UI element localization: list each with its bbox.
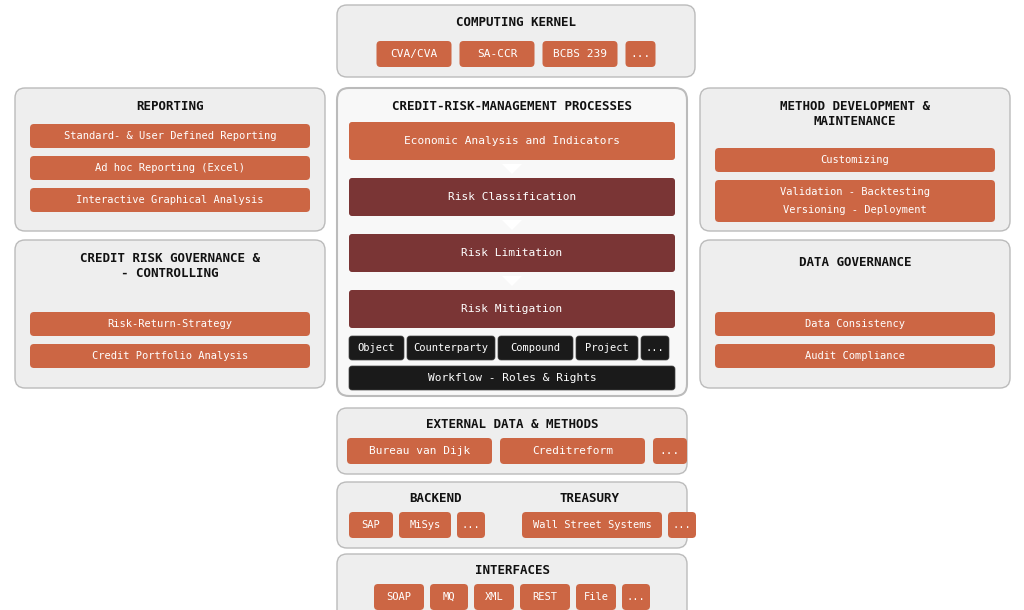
- FancyBboxPatch shape: [399, 512, 451, 538]
- FancyBboxPatch shape: [30, 312, 310, 336]
- FancyBboxPatch shape: [30, 344, 310, 368]
- FancyBboxPatch shape: [349, 234, 675, 272]
- FancyBboxPatch shape: [500, 438, 645, 464]
- FancyBboxPatch shape: [337, 5, 695, 77]
- Text: INTERFACES: INTERFACES: [474, 564, 550, 576]
- Text: Standard- & User Defined Reporting: Standard- & User Defined Reporting: [63, 131, 276, 141]
- FancyBboxPatch shape: [347, 438, 492, 464]
- FancyBboxPatch shape: [653, 438, 687, 464]
- Text: Validation - Backtesting: Validation - Backtesting: [780, 187, 930, 197]
- Text: DATA GOVERNANCE: DATA GOVERNANCE: [799, 256, 911, 268]
- Text: ...: ...: [645, 343, 665, 353]
- Polygon shape: [502, 220, 522, 230]
- Text: XML: XML: [484, 592, 504, 602]
- FancyBboxPatch shape: [30, 156, 310, 180]
- Text: REPORTING: REPORTING: [136, 99, 204, 112]
- Text: Ad hoc Reporting (Excel): Ad hoc Reporting (Excel): [95, 163, 245, 173]
- FancyBboxPatch shape: [349, 512, 393, 538]
- Text: SAP: SAP: [361, 520, 380, 530]
- Text: Workflow - Roles & Rights: Workflow - Roles & Rights: [428, 373, 596, 383]
- FancyBboxPatch shape: [715, 312, 995, 336]
- Text: SOAP: SOAP: [386, 592, 412, 602]
- FancyBboxPatch shape: [337, 408, 687, 474]
- Text: CREDIT RISK GOVERNANCE &
- CONTROLLING: CREDIT RISK GOVERNANCE & - CONTROLLING: [80, 252, 260, 280]
- FancyBboxPatch shape: [349, 366, 675, 390]
- Text: COMPUTING KERNEL: COMPUTING KERNEL: [456, 16, 575, 29]
- FancyBboxPatch shape: [543, 41, 617, 67]
- FancyBboxPatch shape: [626, 41, 655, 67]
- Text: ...: ...: [631, 49, 650, 59]
- Text: Economic Analysis and Indicators: Economic Analysis and Indicators: [404, 136, 620, 146]
- Text: Versioning - Deployment: Versioning - Deployment: [783, 205, 927, 215]
- Polygon shape: [502, 276, 522, 286]
- FancyBboxPatch shape: [377, 41, 452, 67]
- Text: Audit Compliance: Audit Compliance: [805, 351, 905, 361]
- FancyBboxPatch shape: [498, 336, 573, 360]
- Text: ...: ...: [462, 520, 480, 530]
- FancyBboxPatch shape: [374, 584, 424, 610]
- Text: Credit Portfolio Analysis: Credit Portfolio Analysis: [92, 351, 248, 361]
- Text: Object: Object: [357, 343, 395, 353]
- Text: Bureau van Dijk: Bureau van Dijk: [369, 446, 470, 456]
- FancyBboxPatch shape: [349, 290, 675, 328]
- Text: METHOD DEVELOPMENT &
MAINTENANCE: METHOD DEVELOPMENT & MAINTENANCE: [780, 100, 930, 128]
- FancyBboxPatch shape: [520, 584, 570, 610]
- FancyBboxPatch shape: [349, 178, 675, 216]
- Text: Interactive Graphical Analysis: Interactive Graphical Analysis: [76, 195, 264, 205]
- FancyBboxPatch shape: [715, 180, 995, 204]
- FancyBboxPatch shape: [349, 336, 404, 360]
- Text: Data Consistency: Data Consistency: [805, 319, 905, 329]
- Text: BCBS 239: BCBS 239: [553, 49, 607, 59]
- FancyBboxPatch shape: [715, 148, 995, 172]
- Text: File: File: [584, 592, 608, 602]
- FancyBboxPatch shape: [30, 188, 310, 212]
- FancyBboxPatch shape: [337, 88, 687, 396]
- FancyBboxPatch shape: [575, 584, 616, 610]
- Text: ...: ...: [673, 520, 691, 530]
- Text: BACKEND: BACKEND: [409, 492, 461, 504]
- Text: Creditreform: Creditreform: [532, 446, 613, 456]
- Text: Risk Classification: Risk Classification: [447, 192, 577, 202]
- FancyBboxPatch shape: [641, 336, 669, 360]
- FancyBboxPatch shape: [30, 124, 310, 148]
- Text: Counterparty: Counterparty: [414, 343, 488, 353]
- Text: Risk Mitigation: Risk Mitigation: [462, 304, 562, 314]
- Text: CVA/CVA: CVA/CVA: [390, 49, 437, 59]
- FancyBboxPatch shape: [349, 122, 675, 160]
- FancyBboxPatch shape: [700, 240, 1010, 388]
- FancyBboxPatch shape: [715, 344, 995, 368]
- Text: ...: ...: [659, 446, 680, 456]
- FancyBboxPatch shape: [522, 512, 662, 538]
- Polygon shape: [502, 164, 522, 174]
- FancyBboxPatch shape: [668, 512, 696, 538]
- FancyBboxPatch shape: [460, 41, 535, 67]
- FancyBboxPatch shape: [622, 584, 650, 610]
- Text: Risk-Return-Strategy: Risk-Return-Strategy: [108, 319, 232, 329]
- FancyBboxPatch shape: [15, 240, 325, 388]
- Text: Risk Limitation: Risk Limitation: [462, 248, 562, 258]
- Text: MiSys: MiSys: [410, 520, 440, 530]
- Text: CREDIT-RISK-MANAGEMENT PROCESSES: CREDIT-RISK-MANAGEMENT PROCESSES: [392, 99, 632, 112]
- Text: SA-CCR: SA-CCR: [477, 49, 517, 59]
- Text: Project: Project: [585, 343, 629, 353]
- Text: MQ: MQ: [442, 592, 456, 602]
- FancyBboxPatch shape: [575, 336, 638, 360]
- Text: TREASURY: TREASURY: [559, 492, 618, 504]
- Text: EXTERNAL DATA & METHODS: EXTERNAL DATA & METHODS: [426, 417, 598, 431]
- Text: Customizing: Customizing: [820, 155, 890, 165]
- FancyBboxPatch shape: [15, 88, 325, 231]
- Text: REST: REST: [532, 592, 557, 602]
- FancyBboxPatch shape: [700, 88, 1010, 231]
- FancyBboxPatch shape: [715, 198, 995, 222]
- Text: ...: ...: [627, 592, 645, 602]
- FancyBboxPatch shape: [337, 554, 687, 610]
- FancyBboxPatch shape: [430, 584, 468, 610]
- FancyBboxPatch shape: [407, 336, 495, 360]
- Text: Wall Street Systems: Wall Street Systems: [532, 520, 651, 530]
- FancyBboxPatch shape: [474, 584, 514, 610]
- Text: Compound: Compound: [511, 343, 560, 353]
- FancyBboxPatch shape: [457, 512, 485, 538]
- FancyBboxPatch shape: [337, 482, 687, 548]
